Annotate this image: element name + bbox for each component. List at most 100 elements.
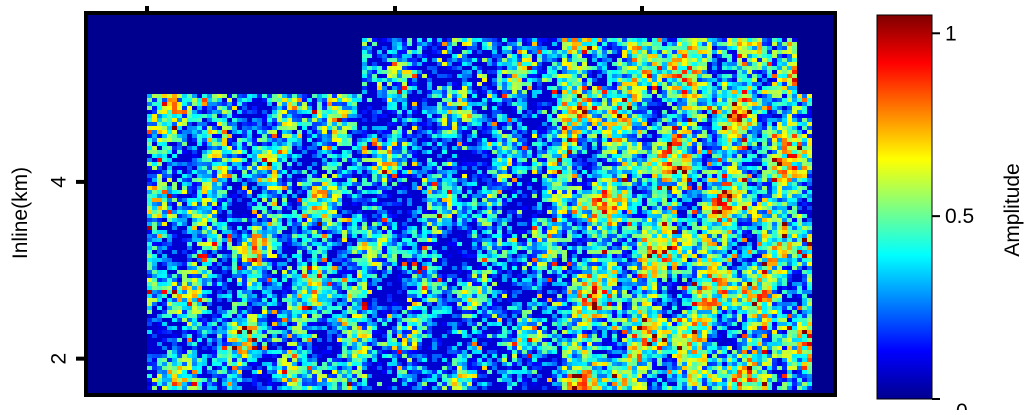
heatmap-cell (372, 154, 377, 158)
heatmap-cell (782, 122, 787, 126)
heatmap-cell (557, 102, 562, 106)
heatmap-cell (512, 38, 517, 42)
heatmap-cell (532, 174, 537, 178)
heatmap-cell (657, 50, 662, 54)
heatmap-cell (487, 178, 492, 182)
heatmap-cell (677, 102, 682, 106)
heatmap-cell (327, 166, 332, 170)
heatmap-cell (247, 206, 252, 210)
heatmap-cell (387, 162, 392, 166)
heatmap-cell (502, 122, 507, 126)
heatmap-cell (172, 194, 177, 198)
heatmap-cell (757, 46, 762, 50)
heatmap-cell (547, 202, 552, 206)
heatmap-cell (247, 198, 252, 202)
heatmap-cell (472, 170, 477, 174)
heatmap-cell (622, 130, 627, 134)
heatmap-cell (447, 146, 452, 150)
heatmap-cell (287, 98, 292, 102)
heatmap-cell (732, 154, 737, 158)
heatmap-cell (232, 194, 237, 198)
heatmap-cell (192, 130, 197, 134)
heatmap-cell (437, 126, 442, 130)
heatmap-cell (322, 126, 327, 130)
heatmap-cell (472, 114, 477, 118)
heatmap-cell (312, 142, 317, 146)
heatmap-cell (157, 102, 162, 106)
heatmap-cell (532, 82, 537, 86)
heatmap-cell (757, 98, 762, 102)
heatmap-cell (387, 142, 392, 146)
heatmap-cell (777, 50, 782, 54)
heatmap-cell (247, 166, 252, 170)
heatmap-cell (777, 54, 782, 58)
heatmap-cell (652, 62, 657, 66)
heatmap-cell (197, 118, 202, 122)
heatmap-cell (162, 158, 167, 162)
heatmap-cell (232, 178, 237, 182)
heatmap-cell (432, 102, 437, 106)
heatmap-cell (702, 90, 707, 94)
heatmap-cell (537, 102, 542, 106)
heatmap-cell (282, 194, 287, 198)
heatmap-cell (667, 178, 672, 182)
heatmap-cell (477, 98, 482, 102)
heatmap-cell (327, 178, 332, 182)
heatmap-cell (222, 182, 227, 186)
heatmap-cell (167, 162, 172, 166)
heatmap-cell (247, 106, 252, 110)
heatmap-cell (667, 174, 672, 178)
heatmap-cell (402, 70, 407, 74)
heatmap-cell (652, 190, 657, 194)
heatmap-cell (587, 50, 592, 54)
heatmap-cell (487, 110, 492, 114)
heatmap-cell (557, 198, 562, 202)
heatmap-cell (527, 198, 532, 202)
heatmap-cell (342, 174, 347, 178)
heatmap-cell (247, 138, 252, 142)
heatmap-cell (472, 62, 477, 66)
heatmap-cell (797, 154, 802, 158)
heatmap-cell (682, 146, 687, 150)
heatmap-cell (367, 46, 372, 50)
heatmap-cell (787, 78, 792, 82)
heatmap-cell (497, 194, 502, 198)
heatmap-cell (427, 150, 432, 154)
heatmap-cell (672, 62, 677, 66)
heatmap-cell (537, 198, 542, 202)
heatmap-cell (632, 146, 637, 150)
heatmap-cell (337, 142, 342, 146)
heatmap-cell (622, 162, 627, 166)
heatmap-cell (562, 198, 567, 202)
heatmap-cell (542, 98, 547, 102)
heatmap-cell (612, 122, 617, 126)
heatmap-cell (777, 98, 782, 102)
heatmap-cell (247, 162, 252, 166)
heatmap-cell (247, 142, 252, 146)
heatmap-cell (707, 174, 712, 178)
heatmap-cell (657, 186, 662, 190)
heatmap-cell (547, 182, 552, 186)
heatmap-cell (407, 98, 412, 102)
heatmap-cell (537, 118, 542, 122)
heatmap-cell (502, 170, 507, 174)
heatmap-cell (477, 86, 482, 90)
heatmap-cell (147, 190, 152, 194)
heatmap-cell (647, 126, 652, 130)
heatmap-cell (517, 198, 522, 202)
heatmap-cell (272, 146, 277, 150)
heatmap-cell (367, 82, 372, 86)
heatmap-cell (192, 126, 197, 130)
heatmap-cell (362, 46, 367, 50)
heatmap-cell (727, 118, 732, 122)
heatmap-cell (782, 94, 787, 98)
heatmap-cell (367, 50, 372, 54)
heatmap-cell (372, 50, 377, 54)
heatmap-cell (457, 162, 462, 166)
heatmap-cell (772, 150, 777, 154)
heatmap-cell (402, 54, 407, 58)
heatmap-cell (572, 118, 577, 122)
heatmap-cell (692, 90, 697, 94)
heatmap-cell (397, 122, 402, 126)
heatmap-cell (562, 50, 567, 54)
